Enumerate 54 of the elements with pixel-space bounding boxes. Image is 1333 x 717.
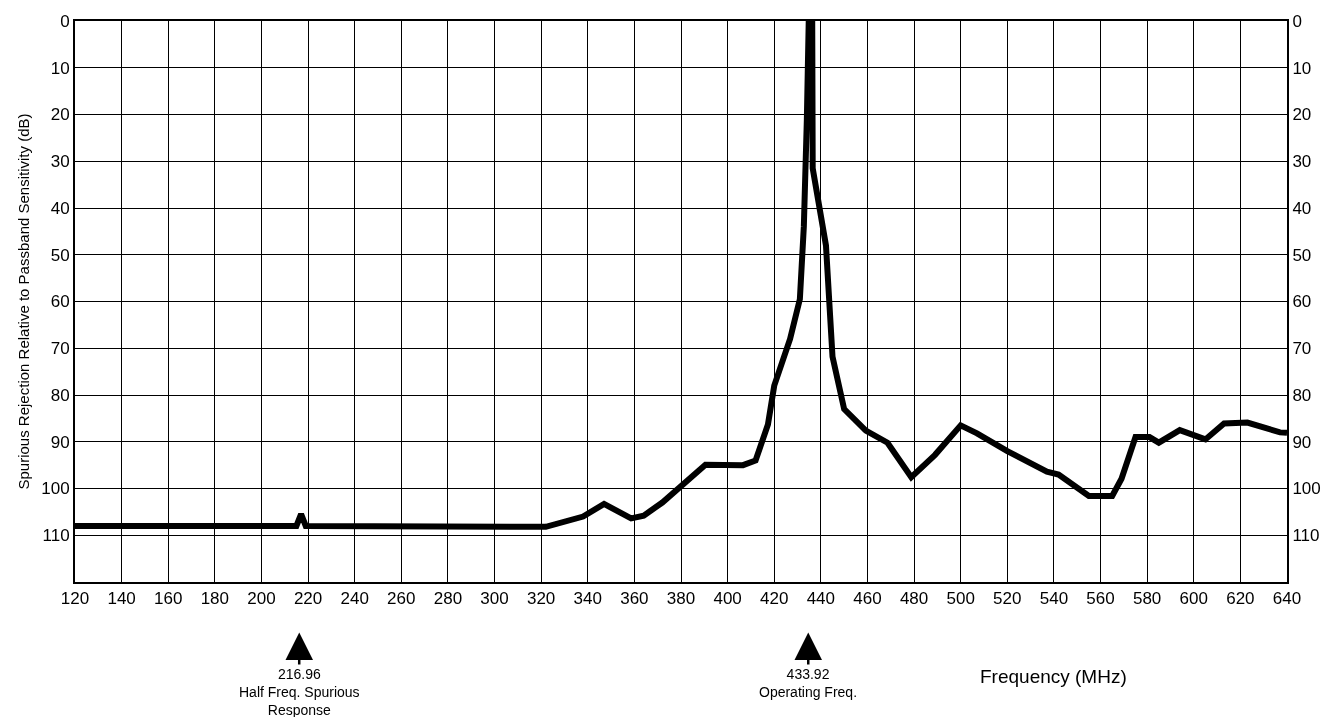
x-tick-label: 540 bbox=[1039, 589, 1069, 609]
x-axis-title: Frequency (MHz) bbox=[980, 666, 1127, 687]
x-tick-label: 500 bbox=[946, 589, 975, 609]
x-tick-label: 180 bbox=[200, 589, 230, 609]
y2-tick-label: 30 bbox=[1292, 152, 1312, 172]
x-tick-label: 520 bbox=[993, 589, 1022, 609]
x-tick-label: 420 bbox=[760, 589, 789, 609]
x-tick-label: 320 bbox=[526, 589, 556, 609]
y-tick-label: 90 bbox=[50, 432, 70, 452]
x-tick-label: 300 bbox=[480, 589, 509, 609]
y2-tick-label: 110 bbox=[1292, 526, 1320, 546]
x-tick-label: 200 bbox=[247, 589, 276, 609]
y2-tick-label: 60 bbox=[1292, 292, 1312, 312]
y-tick-label: 80 bbox=[50, 385, 70, 405]
x-tick-label: 220 bbox=[293, 589, 323, 609]
x-tick-label: 360 bbox=[620, 589, 649, 609]
y-tick-label: 70 bbox=[50, 339, 70, 359]
x-tick-label: 140 bbox=[107, 589, 136, 609]
y-tick-label: 100 bbox=[41, 479, 70, 499]
x-tick-label: 640 bbox=[1272, 589, 1302, 609]
x-tick-label: 600 bbox=[1179, 589, 1208, 609]
y-tick-label: 50 bbox=[50, 245, 70, 265]
y-tick-label: 20 bbox=[50, 105, 70, 125]
x-tick-label: 480 bbox=[899, 589, 929, 609]
x-tick-label: 400 bbox=[713, 589, 742, 609]
y-tick-label: 10 bbox=[50, 58, 70, 78]
x-tick-label: 340 bbox=[573, 589, 602, 609]
y2-tick-label: 0 bbox=[1292, 11, 1302, 31]
x-tick-label: 440 bbox=[806, 589, 836, 609]
y-tick-label: 30 bbox=[50, 152, 70, 172]
x-tick-label: 280 bbox=[433, 589, 463, 609]
y2-tick-label: 10 bbox=[1292, 58, 1312, 78]
y2-tick-label: 90 bbox=[1292, 432, 1312, 452]
y2-tick-label: 100 bbox=[1292, 479, 1321, 499]
text: 433.92 Operating Freq. bbox=[759, 666, 858, 701]
x-tick-label: 620 bbox=[1226, 589, 1255, 609]
y-tick-label: 60 bbox=[50, 292, 70, 312]
y-tick-label: 0 bbox=[60, 11, 70, 31]
y2-tick-label: 40 bbox=[1292, 198, 1312, 218]
y2-tick-label: 80 bbox=[1292, 385, 1312, 405]
x-tick-label: 260 bbox=[387, 589, 416, 609]
x-tick-label: 560 bbox=[1086, 589, 1115, 609]
x-tick-label: 580 bbox=[1132, 589, 1162, 609]
y-axis-title: Spurious Rejection Relative to Passband Sensitivity (dB) bbox=[14, 113, 32, 490]
x-tick-label: 380 bbox=[666, 589, 696, 609]
x-tick-label: 160 bbox=[154, 589, 183, 609]
x-tick-label: 120 bbox=[60, 589, 90, 609]
y2-tick-label: 50 bbox=[1292, 245, 1312, 265]
y2-tick-label: 20 bbox=[1292, 105, 1312, 125]
x-tick-label: 460 bbox=[853, 589, 882, 609]
x-tick-label: 240 bbox=[340, 589, 369, 609]
y2-tick-label: 70 bbox=[1292, 339, 1312, 359]
y-tick-label: 40 bbox=[50, 198, 70, 218]
y-tick-label: 110 bbox=[42, 526, 70, 546]
